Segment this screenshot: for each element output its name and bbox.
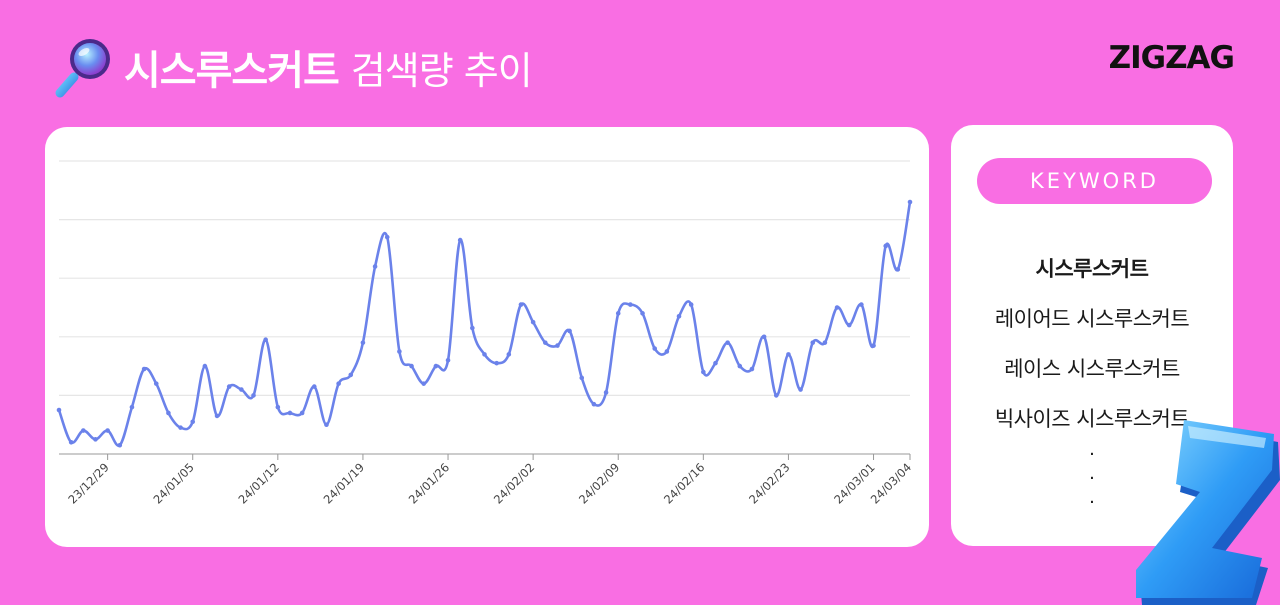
data-point [141, 366, 147, 372]
data-point [482, 352, 487, 357]
data-point [312, 384, 317, 389]
header: 시스루스커트 검색량 추이 [52, 32, 533, 102]
data-point [324, 422, 329, 428]
data-point [834, 305, 840, 310]
data-point [664, 349, 670, 354]
ellipsis-dot: · [1089, 492, 1095, 513]
x-tick-label: 24/02/02 [491, 460, 537, 506]
keyword-list: 시스루스커트 레이어드 시스루스커트 레이스 시스루스커트 빅사이즈 시스루스커… [951, 247, 1233, 447]
data-point [555, 343, 560, 348]
data-point [372, 264, 378, 269]
page-title-suffix: 검색량 추이 [350, 48, 533, 93]
data-point [822, 340, 828, 345]
data-point [713, 360, 718, 366]
data-point [567, 328, 572, 334]
data-point [226, 384, 232, 389]
data-point [846, 322, 852, 328]
x-tick-label: 24/01/05 [150, 460, 196, 506]
data-point [470, 325, 475, 331]
magnifier-icon [55, 39, 110, 98]
x-tick-label: 24/02/09 [576, 460, 622, 506]
data-point [336, 381, 341, 386]
data-point [506, 352, 512, 357]
keyword-item: 빅사이즈 시스루스커트 [994, 407, 1190, 431]
keyword-item: 레이어드 시스루스커트 [994, 307, 1190, 331]
data-point [153, 381, 159, 386]
data-point [676, 313, 682, 319]
data-point [640, 311, 645, 316]
keyword-item: 레이스 시스루스커트 [1004, 357, 1180, 381]
brand-logo: ZIGZAG [1108, 40, 1235, 76]
search-volume-chart: 23/12/29 24/01/05 24/01/12 24/01/19 24/01/26… [56, 160, 914, 507]
data-point [214, 413, 220, 419]
data-point [494, 360, 499, 366]
data-point [81, 428, 86, 433]
data-point [798, 387, 803, 392]
data-point [202, 363, 208, 369]
keyword-item: 시스루스커트 [1035, 257, 1149, 281]
data-point [688, 302, 694, 307]
data-point [190, 419, 196, 425]
x-tick-label: 24/02/23 [746, 460, 792, 506]
data-point [786, 352, 791, 357]
x-tick-label: 23/12/29 [65, 460, 111, 506]
data-point [615, 311, 621, 316]
zigzag-z-3d-icon [1136, 420, 1280, 605]
series-line [57, 201, 912, 448]
page-title-keyword: 시스루스커트 [124, 48, 340, 94]
data-point [591, 401, 597, 407]
data-point [859, 302, 864, 307]
data-point [360, 340, 366, 345]
data-point [445, 357, 451, 363]
data-point [652, 346, 657, 351]
chart-card: 23/12/29 24/01/05 24/01/12 24/01/19 24/01/26… [45, 127, 929, 547]
data-point [117, 442, 123, 448]
data-point [166, 410, 171, 416]
data-point [409, 363, 414, 369]
data-point [701, 369, 706, 375]
data-point [239, 387, 244, 392]
data-point [761, 334, 767, 340]
data-point [263, 337, 268, 343]
ellipsis-dot: · [1089, 444, 1095, 465]
data-point [384, 234, 390, 240]
data-point [93, 437, 98, 442]
data-point [457, 237, 463, 243]
data-point [530, 319, 536, 325]
data-point [810, 340, 816, 345]
data-point [725, 340, 730, 345]
data-point [907, 199, 913, 205]
data-point [56, 407, 62, 413]
ellipsis-dot: · [1089, 468, 1095, 489]
data-point [348, 372, 354, 378]
x-tick-label: 24/01/26 [406, 460, 452, 506]
data-point [275, 404, 281, 410]
data-point [105, 428, 110, 433]
data-point [737, 363, 743, 369]
keyword-label: KEYWORD [977, 158, 1212, 204]
data-point [299, 410, 305, 416]
x-tick-label: 24/01/12 [236, 460, 282, 506]
data-point [579, 375, 585, 381]
data-point [518, 302, 524, 307]
data-point [895, 267, 901, 272]
data-point [603, 390, 609, 395]
data-point [433, 363, 439, 369]
data-point [773, 393, 779, 398]
data-point [287, 410, 293, 416]
more-keywords-ellipsis: · · · [951, 443, 1233, 515]
x-tick-label: 24/01/19 [321, 460, 367, 506]
data-point [129, 404, 135, 410]
data-point [68, 439, 74, 445]
data-point [871, 343, 876, 348]
data-point [397, 349, 402, 354]
data-point [542, 340, 548, 345]
data-point [178, 425, 183, 430]
data-point [251, 393, 256, 398]
data-point [749, 366, 755, 372]
data-point [628, 302, 633, 307]
data-point [883, 243, 888, 249]
x-tick-label: 24/02/16 [661, 460, 707, 506]
data-point [421, 381, 427, 386]
